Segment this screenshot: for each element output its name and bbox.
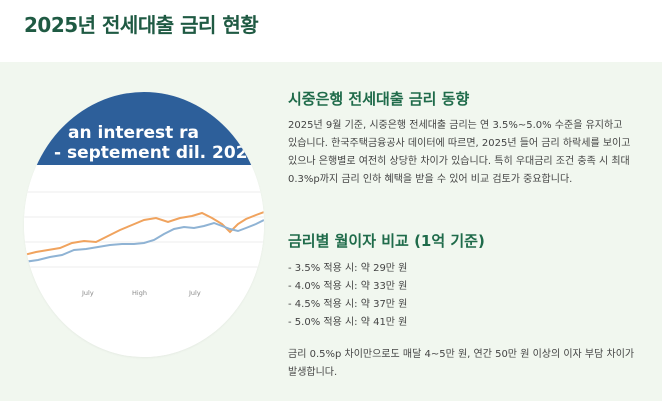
- list-item: - 3.5% 적용 시: 약 29만 원: [288, 263, 408, 274]
- blue-series-line: [24, 219, 264, 263]
- banner-line-2: - septement dil. 202: [54, 143, 248, 163]
- page-title: 2025년 전세대출 금리 현황: [24, 13, 259, 37]
- list-item: - 5.0% 적용 시: 약 41만 원: [288, 317, 408, 328]
- section-heading-rate-trend: 시중은행 전세대출 금리 동향: [288, 90, 470, 108]
- section-heading-interest-compare: 금리별 월이자 비교 (1억 기준): [288, 232, 485, 250]
- list-item: - 4.0% 적용 시: 약 33만 원: [288, 281, 408, 292]
- x-label-1: July: [81, 289, 94, 297]
- rate-chart-photo: an interest ra - septement dil. 202 July…: [24, 92, 264, 357]
- section-note-interest-diff: 금리 0.5%p 차이만으로도 매달 4~5만 원, 연간 50만 원 이상의 …: [288, 349, 635, 378]
- list-item: - 4.5% 적용 시: 약 37만 원: [288, 299, 408, 310]
- banner-line-1: an interest ra: [68, 123, 199, 143]
- x-label-3: July: [188, 289, 201, 297]
- chart-image: an interest ra - septement dil. 202 July…: [24, 92, 264, 357]
- x-label-2: High: [132, 289, 147, 297]
- section-body-rate-trend: 2025년 9월 기준, 시중은행 전세대출 금리는 연 3.5%~5.0% 수…: [288, 120, 631, 185]
- interest-compare-list: - 3.5% 적용 시: 약 29만 원 - 4.0% 적용 시: 약 33만 …: [288, 260, 407, 332]
